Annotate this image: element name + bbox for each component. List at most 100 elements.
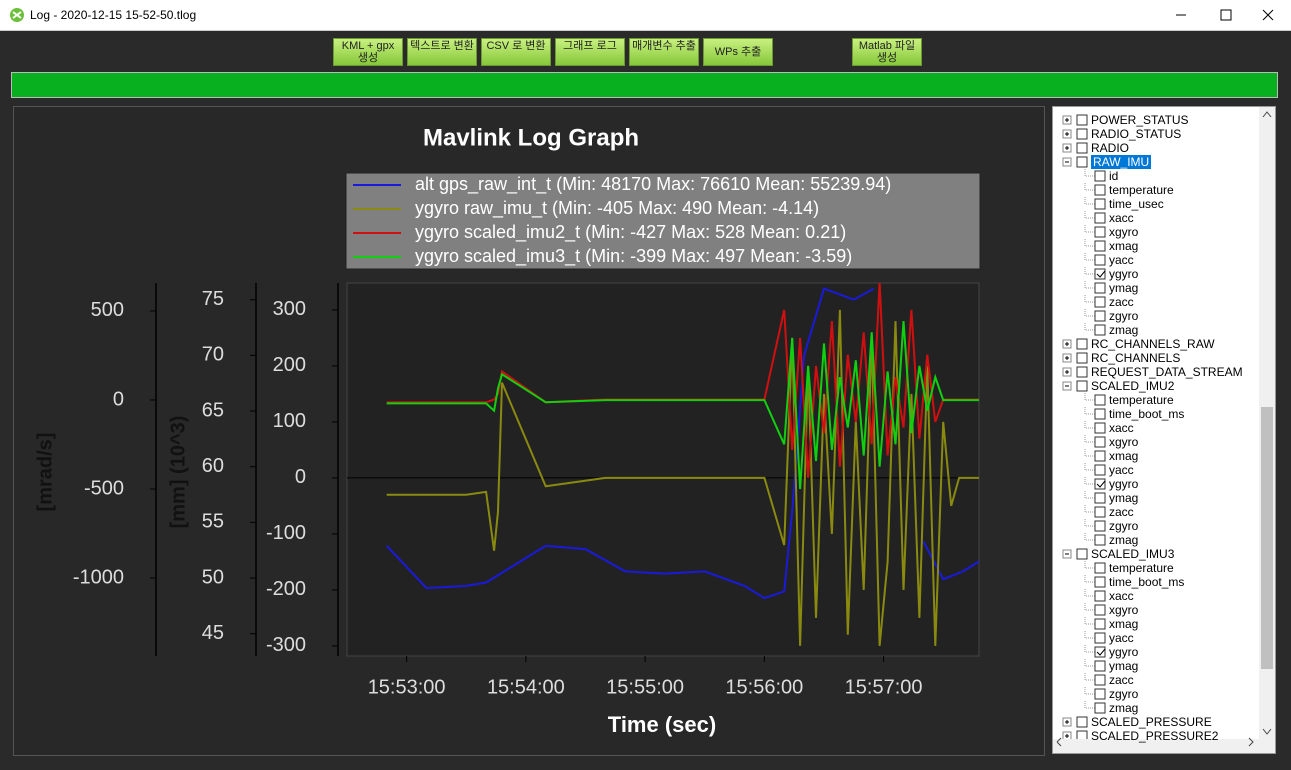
- checkbox[interactable]: [1094, 310, 1106, 322]
- tree-item-label[interactable]: zmag: [1109, 533, 1139, 547]
- tree-item-label[interactable]: SCALED_PRESSURE2: [1091, 729, 1219, 743]
- toolbar-button[interactable]: CSV 로 변환: [481, 38, 551, 66]
- tree-item-label[interactable]: zmag: [1109, 701, 1139, 715]
- tree-item-label[interactable]: yacc: [1109, 253, 1134, 267]
- toolbar-button[interactable]: 텍스트로 변환: [407, 38, 477, 66]
- tree-item-label[interactable]: RADIO_STATUS: [1091, 127, 1182, 141]
- tree-expander[interactable]: [1062, 731, 1072, 739]
- checkbox[interactable]: [1094, 674, 1106, 686]
- tree-expander[interactable]: [1062, 143, 1072, 153]
- checkbox[interactable]: [1094, 702, 1106, 714]
- tree-item-label[interactable]: temperature: [1109, 183, 1174, 197]
- tree-item-label[interactable]: xgyro: [1109, 225, 1139, 239]
- checkbox[interactable]: [1094, 268, 1106, 280]
- tree-item-label[interactable]: RADIO: [1091, 141, 1130, 155]
- checkbox[interactable]: [1094, 520, 1106, 532]
- tree-item-label[interactable]: xgyro: [1109, 603, 1139, 617]
- tree-item-label[interactable]: SCALED_IMU2: [1091, 379, 1175, 393]
- checkbox[interactable]: [1094, 184, 1106, 196]
- tree-expander[interactable]: [1062, 115, 1072, 125]
- tree-expander[interactable]: [1062, 339, 1072, 349]
- window-controls[interactable]: [1151, 0, 1291, 30]
- tree-item-label[interactable]: zgyro: [1109, 687, 1139, 701]
- checkbox[interactable]: [1076, 142, 1088, 154]
- tree-expander[interactable]: [1062, 381, 1072, 391]
- checkbox[interactable]: [1094, 478, 1106, 490]
- tree-expander[interactable]: [1062, 157, 1072, 167]
- tree-item-label[interactable]: zgyro: [1109, 309, 1139, 323]
- tree-item-label[interactable]: ymag: [1109, 659, 1139, 673]
- checkbox[interactable]: [1076, 730, 1088, 739]
- checkbox[interactable]: [1094, 436, 1106, 448]
- tree-item-label[interactable]: zmag: [1109, 323, 1139, 337]
- toolbar-button[interactable]: 매개변수 추출: [629, 38, 699, 66]
- tree-item-label[interactable]: RC_CHANNELS: [1091, 351, 1181, 365]
- checkbox[interactable]: [1094, 170, 1106, 182]
- toolbar-button[interactable]: KML + gpx 생성: [333, 38, 403, 66]
- checkbox[interactable]: [1094, 660, 1106, 672]
- tree-item-label[interactable]: zacc: [1109, 673, 1134, 687]
- tree-item-label[interactable]: yacc: [1109, 631, 1134, 645]
- checkbox[interactable]: [1094, 688, 1106, 700]
- checkbox[interactable]: [1094, 422, 1106, 434]
- checkbox[interactable]: [1094, 646, 1106, 658]
- checkbox[interactable]: [1094, 282, 1106, 294]
- checkbox[interactable]: [1094, 254, 1106, 266]
- toolbar-button[interactable]: 그래프 로그: [555, 38, 625, 66]
- tree-item-label[interactable]: xmag: [1109, 449, 1139, 463]
- tree-item-label[interactable]: zgyro: [1109, 519, 1139, 533]
- checkbox[interactable]: [1076, 548, 1088, 560]
- checkbox[interactable]: [1094, 212, 1106, 224]
- checkbox[interactable]: [1094, 408, 1106, 420]
- tree-item-label[interactable]: SCALED_PRESSURE: [1091, 715, 1212, 729]
- tree-item-label[interactable]: xacc: [1109, 421, 1134, 435]
- tree-item-label[interactable]: xmag: [1109, 239, 1139, 253]
- tree-item-label[interactable]: xacc: [1109, 211, 1134, 225]
- checkbox[interactable]: [1094, 450, 1106, 462]
- tree-item-label[interactable]: yacc: [1109, 463, 1134, 477]
- tree-item-label[interactable]: temperature: [1109, 393, 1174, 407]
- checkbox[interactable]: [1076, 128, 1088, 140]
- checkbox[interactable]: [1094, 464, 1106, 476]
- tree-item-label[interactable]: ygyro: [1109, 645, 1139, 659]
- tree-item-label[interactable]: ygyro: [1109, 477, 1139, 491]
- tree-item-label[interactable]: REQUEST_DATA_STREAM: [1091, 365, 1243, 379]
- checkbox[interactable]: [1094, 506, 1106, 518]
- tree-item-label[interactable]: time_boot_ms: [1109, 575, 1185, 589]
- tree-item-label[interactable]: POWER_STATUS: [1091, 113, 1189, 127]
- checkbox[interactable]: [1094, 534, 1106, 546]
- checkbox[interactable]: [1094, 492, 1106, 504]
- checkbox[interactable]: [1094, 226, 1106, 238]
- tree-item-label[interactable]: xacc: [1109, 589, 1134, 603]
- checkbox[interactable]: [1094, 394, 1106, 406]
- tree-item-label[interactable]: zacc: [1109, 505, 1134, 519]
- tree-item-label[interactable]: ygyro: [1109, 267, 1139, 281]
- checkbox[interactable]: [1094, 562, 1106, 574]
- checkbox[interactable]: [1076, 366, 1088, 378]
- tree-expander[interactable]: [1062, 367, 1072, 377]
- checkbox[interactable]: [1094, 590, 1106, 602]
- toolbar-button[interactable]: Matlab 파일 생성: [852, 38, 922, 66]
- tree-item-label[interactable]: RC_CHANNELS_RAW: [1091, 337, 1215, 351]
- tree-item-label[interactable]: zacc: [1109, 295, 1134, 309]
- tree-item-label[interactable]: ymag: [1109, 491, 1139, 505]
- tree-item-label[interactable]: xmag: [1109, 617, 1139, 631]
- checkbox[interactable]: [1076, 716, 1088, 728]
- checkbox[interactable]: [1076, 114, 1088, 126]
- tree-expander[interactable]: [1062, 353, 1072, 363]
- checkbox[interactable]: [1094, 576, 1106, 588]
- checkbox[interactable]: [1076, 156, 1088, 168]
- toolbar-button[interactable]: WPs 추출: [703, 38, 773, 66]
- checkbox[interactable]: [1094, 604, 1106, 616]
- checkbox[interactable]: [1094, 198, 1106, 210]
- checkbox[interactable]: [1094, 296, 1106, 308]
- checkbox[interactable]: [1094, 632, 1106, 644]
- checkbox[interactable]: [1076, 338, 1088, 350]
- tree-expander[interactable]: [1062, 717, 1072, 727]
- tree-item-label[interactable]: id: [1109, 169, 1119, 183]
- checkbox[interactable]: [1094, 240, 1106, 252]
- tree-item-label[interactable]: time_boot_ms: [1109, 407, 1185, 421]
- tree-item-label[interactable]: temperature: [1109, 561, 1174, 575]
- tree-item-label[interactable]: time_usec: [1109, 197, 1164, 211]
- tree-item-label[interactable]: RAW_IMU: [1091, 155, 1152, 169]
